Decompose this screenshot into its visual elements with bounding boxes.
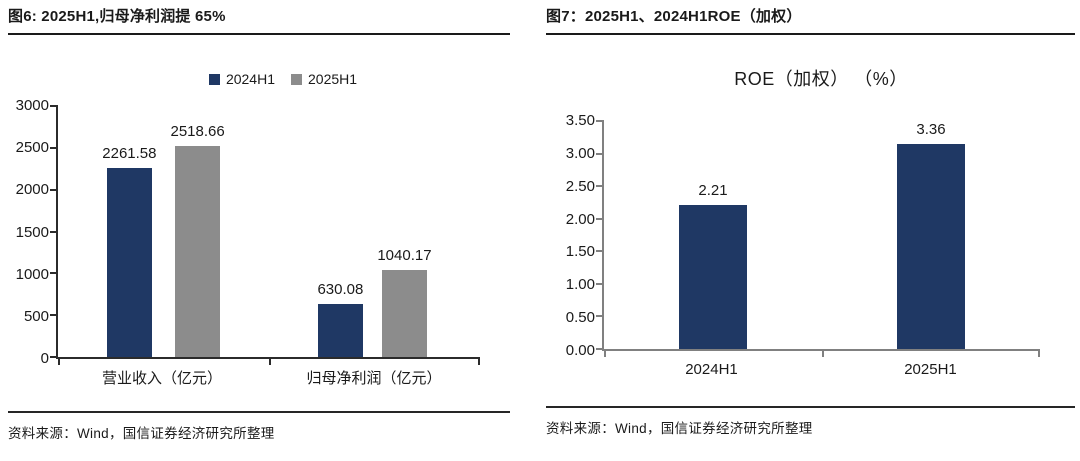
legend-swatch-2024h1 bbox=[208, 73, 220, 85]
bar-column: 1040.17 bbox=[377, 106, 432, 357]
bar-value-label: 1040.17 bbox=[377, 246, 432, 264]
y-tick-label: 2.00 bbox=[565, 210, 595, 228]
bar-value-label: 2.21 bbox=[698, 182, 728, 200]
plot-area: 2261.58 2518.66 630.08 bbox=[50, 105, 480, 365]
legend-item-2025h1: 2025H1 bbox=[291, 71, 357, 87]
bar-group-2025h1: 3.36 bbox=[822, 121, 1040, 349]
x-axis-labels: 营业收入（亿元） 归母净利润（亿元） bbox=[56, 367, 480, 388]
y-tick-label: 2000 bbox=[15, 181, 49, 199]
source-divider bbox=[546, 406, 1075, 408]
y-tick-label: 500 bbox=[23, 307, 49, 325]
y-tick-label: 0.50 bbox=[565, 309, 595, 327]
bar-group-net-profit: 630.08 1040.17 bbox=[269, 106, 480, 357]
x-category-net-profit: 归母净利润（亿元） bbox=[306, 370, 442, 387]
figure-6-title: 图6: 2025H1,归母净利润提 65% bbox=[8, 0, 510, 35]
y-tick-label: 1000 bbox=[15, 265, 49, 283]
chart-title: ROE（加权） （%） bbox=[734, 69, 908, 89]
source-text: 资料来源：Wind，国信证券经济研究所整理 bbox=[8, 426, 275, 441]
y-axis-labels: 3.50 3.00 2.50 2.00 1.50 1.00 0.50 0.00 bbox=[546, 112, 602, 359]
bar-2025h1-revenue bbox=[175, 146, 221, 357]
legend-item-2024h1: 2024H1 bbox=[208, 71, 275, 87]
y-axis-labels: 3000 2500 2000 1500 1000 500 0 bbox=[8, 97, 56, 367]
y-tick-label: 1.00 bbox=[565, 276, 595, 294]
bar-2024h1-net-profit bbox=[317, 304, 363, 357]
figure-6-panel: 图6: 2025H1,归母净利润提 65% 2024H1 2025H1 3000… bbox=[8, 0, 510, 461]
y-tick-label: 2.50 bbox=[565, 177, 595, 195]
bar-2024h1-revenue bbox=[106, 167, 152, 357]
y-tick-label: 3.00 bbox=[565, 145, 595, 163]
bar-column: 630.08 bbox=[317, 106, 363, 357]
x-category-revenue: 营业收入（亿元） bbox=[101, 370, 222, 387]
source-text: 资料来源：Wind，国信证券经济研究所整理 bbox=[546, 421, 813, 436]
legend: 2024H1 2025H1 bbox=[56, 71, 510, 87]
x-category-2024h1: 2024H1 bbox=[685, 361, 738, 378]
bar-column: 2.21 bbox=[679, 121, 747, 349]
legend-label-2025h1: 2025H1 bbox=[308, 71, 358, 87]
bar-value-label: 2261.58 bbox=[102, 144, 157, 162]
bar-column: 2518.66 bbox=[171, 106, 225, 357]
y-tick-label: 1.50 bbox=[565, 243, 595, 261]
figure-7-panel: 图7：2025H1、2024H1ROE（加权） ROE（加权） （%） 3.50… bbox=[546, 0, 1075, 461]
y-tick-label: 0 bbox=[40, 350, 49, 368]
bar-value-label: 3.36 bbox=[916, 121, 946, 138]
bar-value-label: 630.08 bbox=[317, 281, 364, 299]
y-tick-label: 3.50 bbox=[565, 112, 595, 130]
figure-6-chart: 2024H1 2025H1 3000 2500 2000 1500 1000 5… bbox=[8, 35, 510, 388]
y-tick-label: 2500 bbox=[15, 139, 49, 157]
bar-2025h1-net-profit bbox=[381, 269, 427, 357]
bar-column: 2261.58 bbox=[102, 106, 157, 357]
source-divider bbox=[8, 411, 510, 413]
plot-area: 2.21 3.36 bbox=[596, 120, 1040, 357]
bar-column: 3.36 bbox=[897, 121, 965, 349]
bar-roe-2024h1 bbox=[679, 205, 747, 349]
legend-label-2024h1: 2024H1 bbox=[225, 71, 275, 87]
bar-groups: 2261.58 2518.66 630.08 bbox=[58, 106, 480, 357]
y-tick-label: 3000 bbox=[15, 97, 49, 115]
y-tick-label: 0.00 bbox=[565, 342, 595, 360]
plot-row: 3000 2500 2000 1500 1000 500 0 bbox=[8, 97, 510, 367]
plot-row: 3.50 3.00 2.50 2.00 1.50 1.00 0.50 0.00 bbox=[546, 112, 1075, 359]
bar-value-label: 2518.66 bbox=[170, 123, 225, 141]
legend-swatch-2025h1 bbox=[291, 73, 302, 85]
figure-7-chart: ROE（加权） （%） 3.50 3.00 2.50 2.00 1.50 1.0… bbox=[546, 35, 1075, 378]
bar-groups: 2.21 3.36 bbox=[604, 121, 1040, 349]
bar-roe-2025h1 bbox=[897, 144, 965, 349]
x-category-2025h1: 2025H1 bbox=[904, 361, 957, 378]
figure-7-title: 图7：2025H1、2024H1ROE（加权） bbox=[546, 0, 1075, 35]
bar-group-2024h1: 2.21 bbox=[604, 121, 822, 349]
bar-group-revenue: 2261.58 2518.66 bbox=[58, 106, 269, 357]
y-tick-label: 1500 bbox=[15, 223, 49, 241]
x-axis-labels: 2024H1 2025H1 bbox=[602, 361, 1040, 378]
